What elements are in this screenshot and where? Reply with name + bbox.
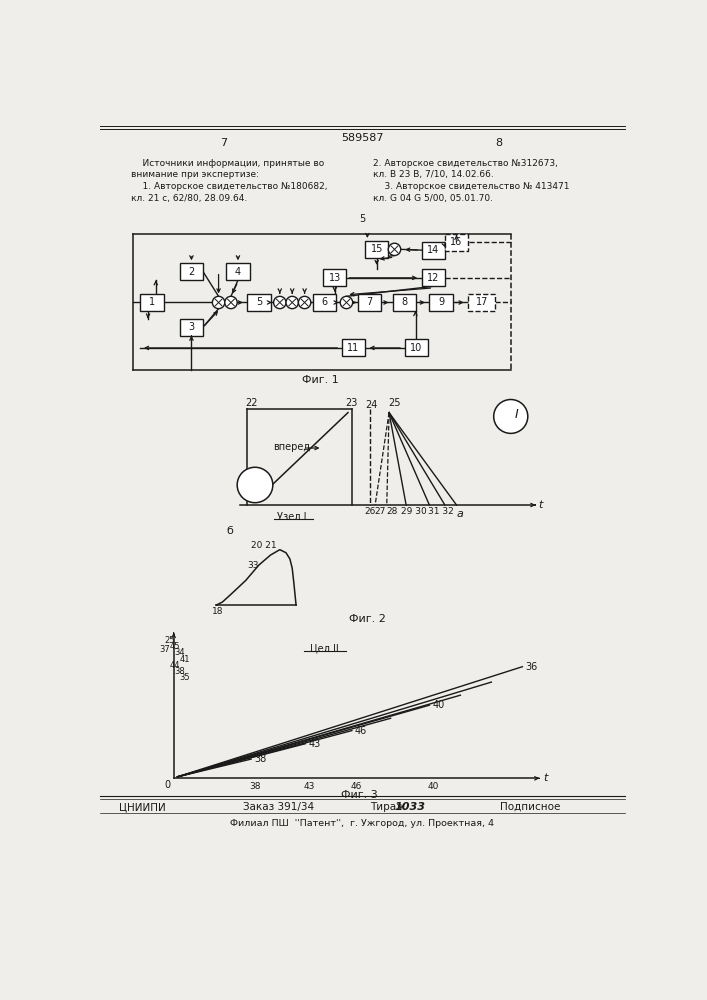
Text: 8: 8 [496, 138, 503, 148]
Text: Фиг. 3: Фиг. 3 [341, 790, 378, 800]
Text: Источники информации, принятые во
внимание при экспертизе:
    1. Авторское свид: Источники информации, принятые во вниман… [131, 158, 327, 203]
Text: 46: 46 [355, 726, 368, 736]
Bar [247, 294, 271, 311]
Text: 17: 17 [476, 297, 488, 307]
Text: 38: 38 [255, 754, 267, 764]
Bar [313, 294, 337, 311]
Text: 8: 8 [402, 297, 408, 307]
Text: 31 32: 31 32 [428, 507, 454, 516]
Text: 26: 26 [364, 507, 375, 516]
Text: 25: 25 [388, 398, 401, 408]
Text: 7: 7 [366, 297, 373, 307]
Text: 13: 13 [329, 273, 341, 283]
Text: а: а [457, 509, 464, 519]
Text: 28: 28 [387, 507, 398, 516]
Circle shape [237, 467, 273, 503]
Text: 1: 1 [245, 472, 252, 482]
Circle shape [212, 296, 225, 309]
Text: 37: 37 [159, 645, 170, 654]
Text: 36: 36 [525, 662, 538, 672]
Text: Тираж: Тираж [370, 802, 409, 812]
Text: 18: 18 [247, 487, 259, 496]
Text: Фиг. 2: Фиг. 2 [349, 614, 386, 624]
Text: 16: 16 [450, 237, 462, 247]
Text: 43: 43 [303, 782, 315, 791]
Text: 20 21: 20 21 [252, 541, 277, 550]
Bar [140, 294, 163, 311]
Text: 24: 24 [365, 400, 378, 410]
Text: Заказ 391/34: Заказ 391/34 [243, 802, 314, 812]
Text: ЦНИИПИ: ЦНИИПИ [119, 802, 166, 812]
Text: Подписное: Подписное [500, 802, 561, 812]
Text: Филиал ПШ  ''Патент'',  г. Ужгород, ул. Проектная, 4: Филиал ПШ ''Патент'', г. Ужгород, ул. Пр… [230, 819, 494, 828]
Bar [180, 263, 203, 280]
Text: 38: 38 [175, 667, 185, 676]
Text: 29 30: 29 30 [401, 507, 427, 516]
Text: 1033: 1033 [395, 802, 426, 812]
Text: 33: 33 [247, 561, 259, 570]
Text: 25: 25 [165, 636, 175, 645]
Circle shape [388, 243, 401, 256]
Circle shape [225, 296, 237, 309]
Text: 5: 5 [359, 214, 365, 224]
Text: 2. Авторское свидетельство №312673,
кл. В 23 В, 7/10, 14.02.66.
    3. Авторское: 2. Авторское свидетельство №312673, кл. … [373, 158, 569, 203]
Circle shape [274, 296, 286, 309]
Text: 40: 40 [433, 700, 445, 710]
Text: 6: 6 [322, 297, 328, 307]
Text: 0: 0 [164, 780, 170, 790]
Text: 4: 4 [235, 267, 241, 277]
Text: 41: 41 [180, 654, 189, 664]
Bar [468, 294, 495, 311]
Text: t: t [538, 500, 542, 510]
Text: 1: 1 [149, 297, 155, 307]
Text: б: б [226, 526, 233, 536]
Circle shape [340, 296, 353, 309]
Text: 12: 12 [427, 273, 440, 283]
Bar [365, 241, 388, 258]
Bar [358, 294, 381, 311]
Bar [421, 242, 445, 259]
Text: 3: 3 [188, 322, 194, 332]
Text: 22: 22 [245, 398, 257, 408]
Text: 44: 44 [170, 661, 180, 670]
Text: I: I [515, 408, 519, 421]
Circle shape [298, 296, 311, 309]
Text: 18: 18 [212, 607, 223, 616]
Circle shape [286, 296, 298, 309]
Text: вперед: вперед [273, 442, 310, 452]
Text: Фиг. 1: Фиг. 1 [303, 375, 339, 385]
Text: 34: 34 [175, 648, 185, 657]
Text: 10: 10 [410, 343, 422, 353]
Text: 11: 11 [347, 343, 360, 353]
Text: 2: 2 [188, 267, 194, 277]
Text: 23: 23 [346, 398, 358, 408]
Text: 45: 45 [170, 642, 180, 651]
Text: 5: 5 [256, 297, 262, 307]
Bar [429, 294, 452, 311]
Circle shape [493, 400, 528, 433]
Bar [323, 269, 346, 286]
Text: 27: 27 [374, 507, 385, 516]
Text: 43: 43 [308, 739, 321, 749]
Text: 46: 46 [350, 782, 361, 791]
Text: 9: 9 [438, 297, 444, 307]
Bar [445, 234, 468, 251]
Text: 19 20 21: 19 20 21 [237, 480, 270, 489]
Bar [393, 294, 416, 311]
Text: Узел I: Узел I [277, 512, 307, 522]
Text: 40: 40 [428, 782, 439, 791]
Bar [180, 319, 203, 336]
Text: 14: 14 [427, 245, 439, 255]
Text: 38: 38 [250, 782, 261, 791]
Text: t: t [544, 773, 548, 783]
Bar [421, 269, 445, 286]
Text: Цел II: Цел II [310, 643, 339, 653]
Bar [341, 339, 365, 356]
Text: 15: 15 [370, 244, 383, 254]
Text: 7: 7 [221, 138, 228, 148]
Text: 589587: 589587 [341, 133, 383, 143]
Text: 35: 35 [179, 673, 189, 682]
Bar [404, 339, 428, 356]
Bar [226, 263, 250, 280]
